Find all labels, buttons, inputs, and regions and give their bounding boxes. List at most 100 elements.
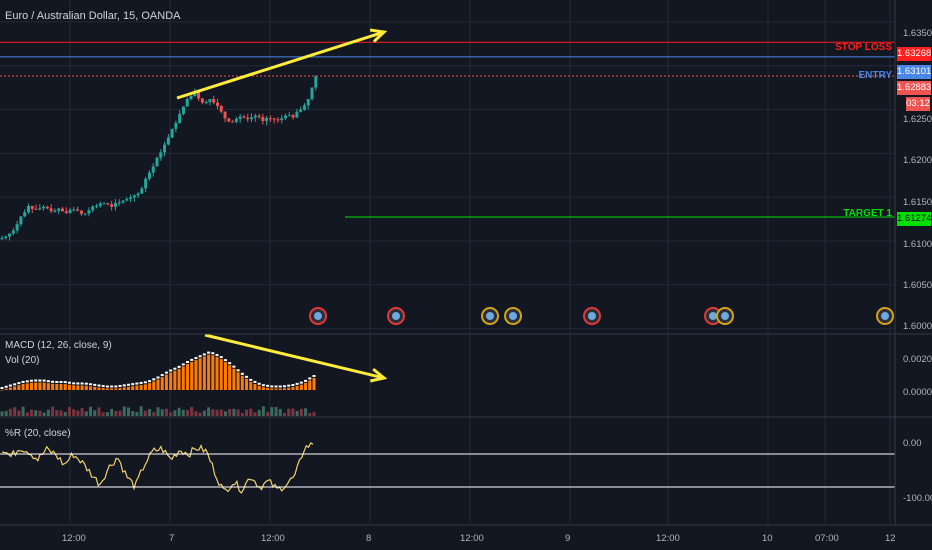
macd-signal-mark <box>287 384 291 387</box>
volume-bar <box>312 412 316 416</box>
volume-bar <box>135 412 139 416</box>
macd-bar <box>34 382 38 390</box>
candle-body <box>280 118 284 121</box>
macd-signal-mark <box>97 384 101 387</box>
candle-body <box>250 117 254 120</box>
macd-signal-mark <box>30 379 34 382</box>
candle-body <box>302 105 306 110</box>
macd-signal-mark <box>152 378 156 381</box>
macd-bar <box>93 386 97 390</box>
macd-bar <box>80 385 84 390</box>
macd-bar <box>215 357 219 390</box>
volume-bar <box>143 410 147 416</box>
macd-signal-mark <box>236 369 240 372</box>
candle-body <box>166 137 170 145</box>
macd-bar <box>126 386 130 390</box>
macd-signal-mark <box>257 382 261 385</box>
candle-body <box>60 208 64 212</box>
candle-body <box>242 116 246 118</box>
candle-body <box>212 99 216 103</box>
candle-body <box>306 99 310 106</box>
candle-body <box>8 233 12 237</box>
macd-signal-mark <box>38 379 42 382</box>
volume-bar <box>110 408 114 416</box>
candle-body <box>102 203 106 205</box>
candle-body <box>98 203 102 206</box>
volume-bar <box>97 407 101 416</box>
macd-signal-mark <box>59 381 63 383</box>
candle-body <box>72 209 76 211</box>
macd-bar <box>51 383 55 390</box>
candle-body <box>178 113 182 124</box>
macd-signal-mark <box>105 385 109 388</box>
wr-series-line <box>1 442 314 494</box>
macd-signal-mark <box>139 381 143 384</box>
volume-bar <box>223 411 227 416</box>
macd-bar <box>211 355 215 390</box>
macd-signal-mark <box>101 385 105 388</box>
price-levels <box>0 41 895 218</box>
macd-bar <box>118 387 122 390</box>
volume-bar <box>160 409 164 416</box>
macd-bar <box>186 363 190 390</box>
volume-bar <box>148 409 152 416</box>
macd-bar <box>253 383 257 390</box>
volume-bar <box>173 410 177 416</box>
volume-bar <box>261 406 265 416</box>
volume-bar <box>51 406 55 416</box>
macd-signal-mark <box>156 376 160 379</box>
macd-signal-mark <box>143 381 147 384</box>
candle-body <box>276 119 280 121</box>
candle-body <box>95 205 99 207</box>
wr-tick: 0.00 <box>903 438 922 449</box>
macd-bar <box>261 387 265 390</box>
volume-bar <box>122 406 126 416</box>
candle-body <box>257 115 261 117</box>
candle-body <box>185 99 189 107</box>
macd-signal-mark <box>169 369 173 372</box>
macd-signal-mark <box>181 363 185 366</box>
macd-signal-mark <box>299 381 303 384</box>
macd-signal-mark <box>34 379 38 382</box>
volume-bar <box>236 409 240 416</box>
event-markers[interactable] <box>309 307 894 325</box>
volume-bar <box>4 410 8 416</box>
pane-separators[interactable] <box>0 0 932 526</box>
macd-signal-mark <box>194 357 198 360</box>
volume-bar <box>0 411 4 416</box>
price-up-arrow <box>176 30 385 100</box>
macd-bar <box>202 356 206 390</box>
macd-bar <box>139 384 143 390</box>
candle-body <box>227 118 231 122</box>
candle-body <box>238 116 242 119</box>
volume-bar <box>274 407 278 416</box>
grid-lines <box>0 0 895 525</box>
macd-signal-mark <box>219 356 223 359</box>
macd-signal-mark <box>291 384 295 387</box>
candle-body <box>291 115 295 118</box>
volume-bar <box>152 412 156 416</box>
candle-body <box>163 144 167 153</box>
candle-body <box>0 237 4 240</box>
flag-icon <box>486 312 494 320</box>
macd-signal-mark <box>274 385 278 388</box>
flag-icon <box>709 312 717 320</box>
macd-bar <box>232 368 236 390</box>
volume-bar <box>84 411 88 416</box>
macd-bar <box>63 384 67 390</box>
macd-bar <box>55 384 59 390</box>
macd-signal-mark <box>164 371 168 374</box>
x-tick: 12:00 <box>261 533 285 544</box>
macd-signal-mark <box>295 382 299 385</box>
macd-bar <box>30 382 34 390</box>
macd-signal-mark <box>223 359 227 362</box>
volume-bar <box>25 412 29 416</box>
macd-signal-mark <box>249 378 253 381</box>
macd-signal-mark <box>186 360 190 363</box>
y-tick: 1.62500 <box>903 114 932 125</box>
candle-body <box>155 157 159 167</box>
macd-bar <box>287 387 291 390</box>
macd-bar <box>84 385 88 390</box>
volume-bar <box>245 409 249 416</box>
